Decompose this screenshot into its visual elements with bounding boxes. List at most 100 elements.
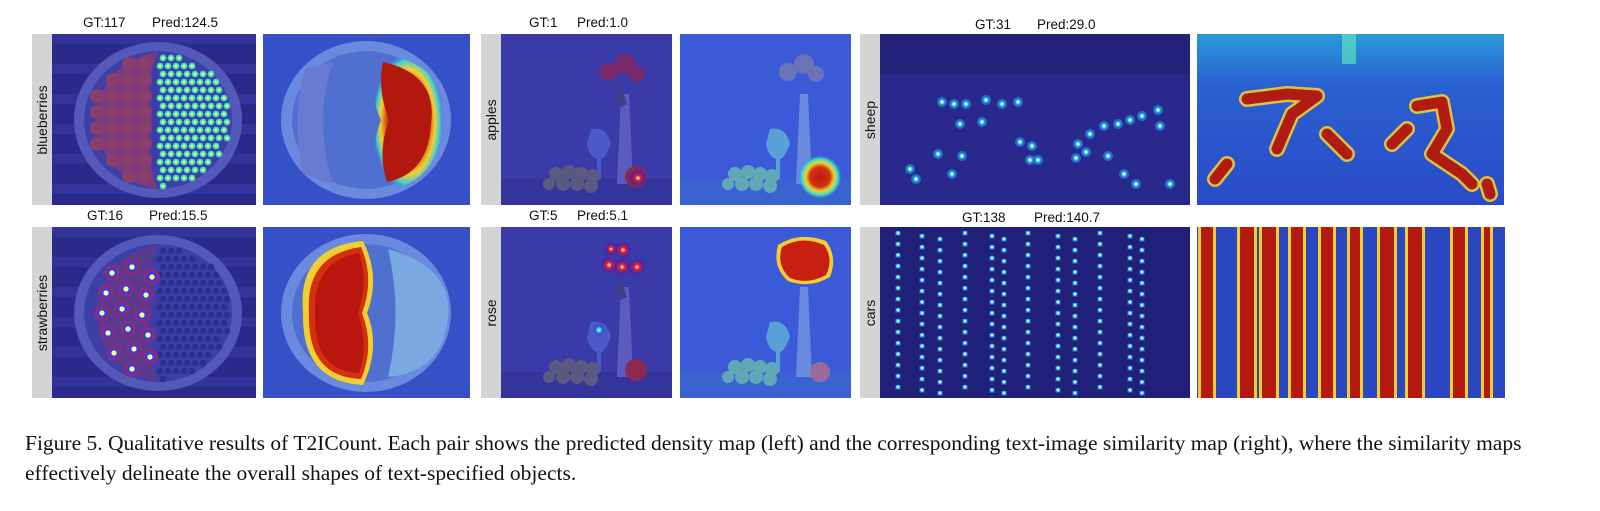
- heat-spot: [174, 176, 178, 180]
- heat-spot: [182, 112, 186, 116]
- heat-spot: [125, 326, 131, 332]
- heat-spot: [167, 311, 175, 319]
- heat-spot: [138, 169, 152, 183]
- heat-spot: [183, 343, 191, 351]
- heat-spot: [897, 265, 899, 267]
- heat-spot: [174, 160, 178, 164]
- heat-spot: [1057, 367, 1059, 369]
- heat-spot: [1000, 102, 1004, 106]
- heat-spot: [991, 301, 993, 303]
- heat-spot: [964, 342, 966, 344]
- heat-spot: [1027, 254, 1029, 256]
- heat-spot: [1074, 304, 1076, 306]
- heat-spot: [1003, 260, 1005, 262]
- heat-spot: [166, 128, 170, 132]
- heat-spot: [1003, 337, 1005, 339]
- heat-spot: [222, 96, 226, 100]
- heat-spot: [214, 96, 218, 100]
- heat-spot: [921, 389, 923, 391]
- heat-spot: [223, 295, 231, 303]
- heat-spot: [1036, 158, 1040, 162]
- heat-spot: [183, 327, 191, 335]
- heat-spot: [161, 72, 165, 76]
- density-map-apples: [501, 34, 672, 205]
- heat-spot: [174, 96, 178, 100]
- category-text: sheep: [862, 100, 878, 139]
- heat-spot: [169, 104, 173, 108]
- heat-spot: [131, 346, 137, 352]
- heat-spot: [1116, 122, 1120, 126]
- heat-spot: [167, 343, 175, 351]
- heat-spot: [180, 255, 188, 263]
- heat-spot: [191, 295, 199, 303]
- similarity-band: [1408, 227, 1422, 398]
- heat-spot: [921, 323, 923, 325]
- heat-spot: [206, 128, 210, 132]
- heat-spot: [106, 121, 120, 135]
- heat-spot: [1099, 232, 1101, 234]
- side-label-strawberries: strawberries: [32, 227, 52, 398]
- heat-spot: [215, 279, 223, 287]
- heat-spot: [166, 64, 170, 68]
- heat-spot: [204, 351, 212, 359]
- heat-spot: [921, 268, 923, 270]
- heat-spot: [1003, 315, 1005, 317]
- heat-spot: [161, 56, 165, 60]
- heat-spot: [164, 367, 172, 375]
- heat-spot: [950, 172, 954, 176]
- heat-spot: [1027, 331, 1029, 333]
- heat-spot: [1003, 293, 1005, 295]
- heat-spot: [897, 320, 899, 322]
- heat-spot: [1057, 378, 1059, 380]
- heat-spot: [1057, 268, 1059, 270]
- heat-spot: [167, 263, 175, 271]
- heat-spot: [1141, 326, 1143, 328]
- heat-spot: [1099, 265, 1101, 267]
- heat-spot: [204, 287, 212, 295]
- heat-spot: [103, 290, 109, 296]
- heat-spot: [921, 290, 923, 292]
- heat-spot: [198, 96, 202, 100]
- heat-spot: [908, 167, 912, 171]
- heat-spot: [1027, 320, 1029, 322]
- heat-spot: [204, 271, 212, 279]
- category-text: cars: [862, 299, 878, 326]
- heat-spot: [921, 345, 923, 347]
- heat-spot: [897, 298, 899, 300]
- heat-spot: [193, 152, 197, 156]
- heat-spot: [206, 112, 210, 116]
- heat-spot: [167, 295, 175, 303]
- heat-spot: [99, 310, 105, 316]
- heat-spot: [220, 319, 228, 327]
- heat-spot: [1057, 235, 1059, 237]
- heat-spot: [1027, 375, 1029, 377]
- heat-spot: [138, 105, 152, 119]
- heat-spot: [1057, 279, 1059, 281]
- pred-label-rose: Pred:5.1: [577, 208, 629, 223]
- similarity-map-cars: [1197, 227, 1505, 398]
- heat-spot: [201, 168, 205, 172]
- heat-spot: [190, 128, 194, 132]
- heat-spot: [1129, 246, 1131, 248]
- heat-spot: [939, 326, 941, 328]
- heat-spot: [1102, 124, 1106, 128]
- heat-spot: [1028, 158, 1032, 162]
- heat-spot: [964, 331, 966, 333]
- side-label-cars: cars: [860, 227, 880, 398]
- heat-spot: [159, 375, 167, 383]
- pred-label-cars: Pred:140.7: [1034, 210, 1101, 225]
- heat-spot: [204, 319, 212, 327]
- heat-spot: [1099, 243, 1101, 245]
- heat-spot: [1030, 144, 1034, 148]
- heat-spot: [188, 335, 196, 343]
- heat-spot: [196, 303, 204, 311]
- heat-spot: [1141, 271, 1143, 273]
- heat-spot: [217, 88, 221, 92]
- heat-spot: [174, 64, 178, 68]
- heat-spot: [214, 80, 218, 84]
- heat-spot: [182, 64, 186, 68]
- heat-spot: [169, 152, 173, 156]
- heat-spot: [222, 112, 226, 116]
- heat-spot: [204, 303, 212, 311]
- similarity-map-blueberries: [263, 34, 470, 205]
